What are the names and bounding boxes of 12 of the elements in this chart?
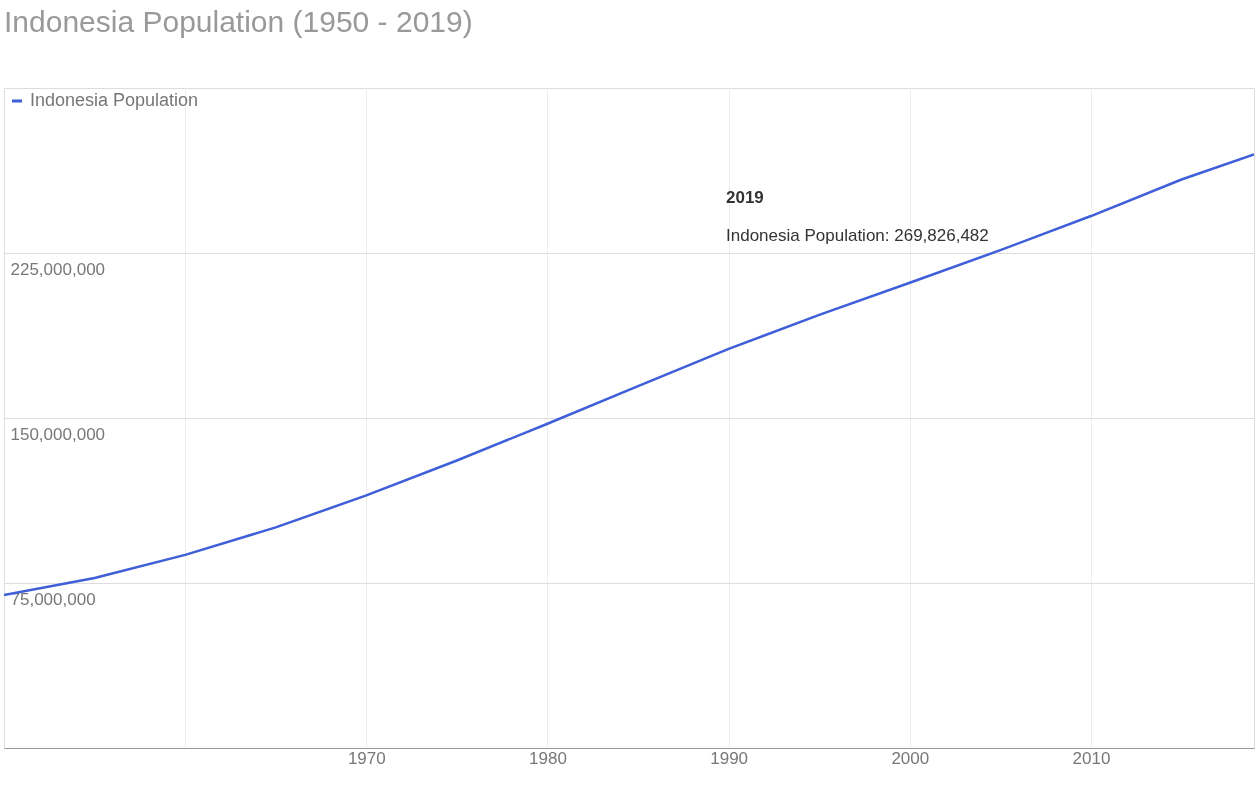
x-tick-label: 1970 — [347, 748, 386, 768]
annotation: 2019 — [726, 188, 764, 207]
x-tick-label: 1990 — [710, 748, 749, 768]
y-tick-label: 150,000,000 — [10, 424, 106, 444]
legend-label: Indonesia Population — [30, 90, 199, 110]
x-tick-label: 2000 — [891, 748, 930, 768]
x-tick-label: 2010 — [1072, 748, 1111, 768]
y-tick-label: 75,000,000 — [10, 589, 96, 609]
y-tick-label: 225,000,000 — [10, 259, 106, 279]
x-tick-label: 1980 — [529, 748, 567, 768]
chart-title: Indonesia Population (1950 - 2019) — [4, 5, 473, 38]
annotation: Indonesia Population: 269,826,482 — [726, 226, 989, 245]
